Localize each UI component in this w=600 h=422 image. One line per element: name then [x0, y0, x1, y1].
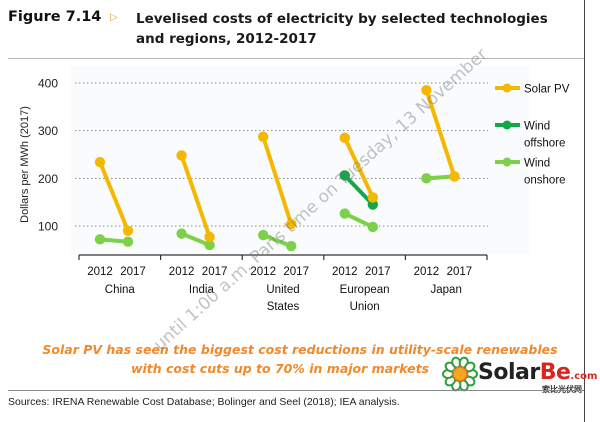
solar-pv-point-2012 [421, 84, 432, 96]
note-line-2: with cost cuts up to 70% in major market… [130, 361, 430, 376]
x-group-label: States [267, 301, 300, 313]
sources-divider [8, 390, 584, 391]
x-group-label: United [266, 284, 299, 296]
header-divider [8, 58, 584, 59]
wind-onshore-point-2012 [176, 228, 187, 239]
y-axis-label: Dollars per MWh (2017) [19, 106, 31, 223]
wind-onshore-point-2017 [286, 240, 297, 252]
x-group-label: India [189, 284, 215, 296]
solar-pv-line-european-union [342, 136, 375, 199]
solar-pv-point-2012 [339, 132, 350, 144]
x-tick-label: 2017 [120, 266, 146, 278]
wind-onshore-point-2017 [122, 236, 134, 247]
legend-label: offshore [524, 138, 565, 150]
page-edge-rule [584, 0, 585, 422]
triangle-right-icon: ▷ [110, 12, 118, 23]
legend-swatch-marker [502, 157, 512, 167]
x-tick-label: 2012 [250, 266, 276, 278]
note-line-1: Solar PV has seen the biggest cost reduc… [42, 342, 558, 357]
legend-label: Solar PV [524, 84, 570, 96]
x-group-label: Union [350, 301, 380, 313]
logo-text-suffix: .com [570, 371, 598, 382]
solar-pv-point-2017 [204, 231, 215, 243]
x-tick-label: 2012 [87, 266, 113, 278]
figure-title: Levelised costs of electricity by select… [136, 11, 548, 47]
solar-pv-line-united-states [261, 136, 294, 225]
wind-onshore-point-2012 [258, 229, 269, 241]
x-group-label: China [105, 284, 136, 296]
wind-onshore-point-2012 [421, 173, 432, 184]
y-tick-label: 300 [38, 124, 58, 138]
solar-pv-point-2012 [176, 150, 187, 161]
x-tick-label: 2017 [447, 266, 473, 278]
y-tick-label: 200 [38, 172, 58, 186]
solarbe-logo: SolarBe.com 索比光伏网 [442, 356, 597, 395]
wind-onshore-point-2017 [204, 239, 215, 251]
solar-pv-point-2012 [258, 131, 269, 143]
lcoe-chart: 100 200 300 400 Dollars per MWh (2017) 2012 20… [19, 65, 570, 313]
legend-label: Wind [524, 121, 550, 133]
sources-text: Sources: IRENA Renewable Cost Database; … [8, 396, 400, 408]
solar-pv-line-india [179, 154, 212, 238]
legend-label: onshore [524, 175, 566, 187]
x-tick-label: 2012 [169, 266, 195, 278]
legend-swatch-marker [502, 83, 512, 93]
y-tick-label: 400 [38, 77, 58, 91]
sunflower-logo-icon [442, 356, 478, 392]
solar-pv-point-2017 [449, 171, 460, 182]
wind-onshore-point-2017 [367, 221, 378, 233]
wind-offshore-point-2017 [367, 199, 378, 210]
x-tick-label: 2017 [365, 266, 391, 278]
solar-pv-point-2017 [122, 225, 134, 236]
y-tick-label: 100 [38, 220, 58, 234]
x-group-label: Japan [431, 284, 462, 296]
plot-background [70, 65, 530, 255]
solar-pv-point-2012 [94, 156, 106, 168]
solar-pv-line-china [98, 161, 130, 232]
x-tick-label: 2017 [283, 266, 309, 278]
chart-note: Solar PV has seen the biggest cost reduc… [0, 340, 600, 378]
solar-pv-point-2017 [367, 192, 378, 203]
solar-pv-point-2017 [286, 218, 297, 230]
wind-offshore-line-european-union [343, 174, 375, 206]
x-group-label: European [340, 284, 390, 296]
figure-number: Figure 7.14 [8, 9, 102, 25]
solar-pv-line-japan [424, 89, 457, 178]
logo-text-accent: Be [539, 360, 571, 385]
x-tick-label: 2012 [332, 266, 358, 278]
wind-offshore-point-2012 [339, 170, 350, 181]
x-tick-label: 2017 [202, 266, 228, 278]
logo-text-main: Solar [478, 360, 540, 385]
logo-subtitle: 索比光伏网 [542, 384, 582, 395]
legend-swatch-marker [502, 120, 512, 130]
wind-onshore-point-2012 [94, 234, 106, 245]
logo-wordmark: SolarBe.com [478, 360, 597, 385]
legend-label: Wind [524, 158, 550, 170]
x-tick-label: 2012 [414, 266, 440, 278]
wind-onshore-point-2012 [339, 208, 350, 219]
